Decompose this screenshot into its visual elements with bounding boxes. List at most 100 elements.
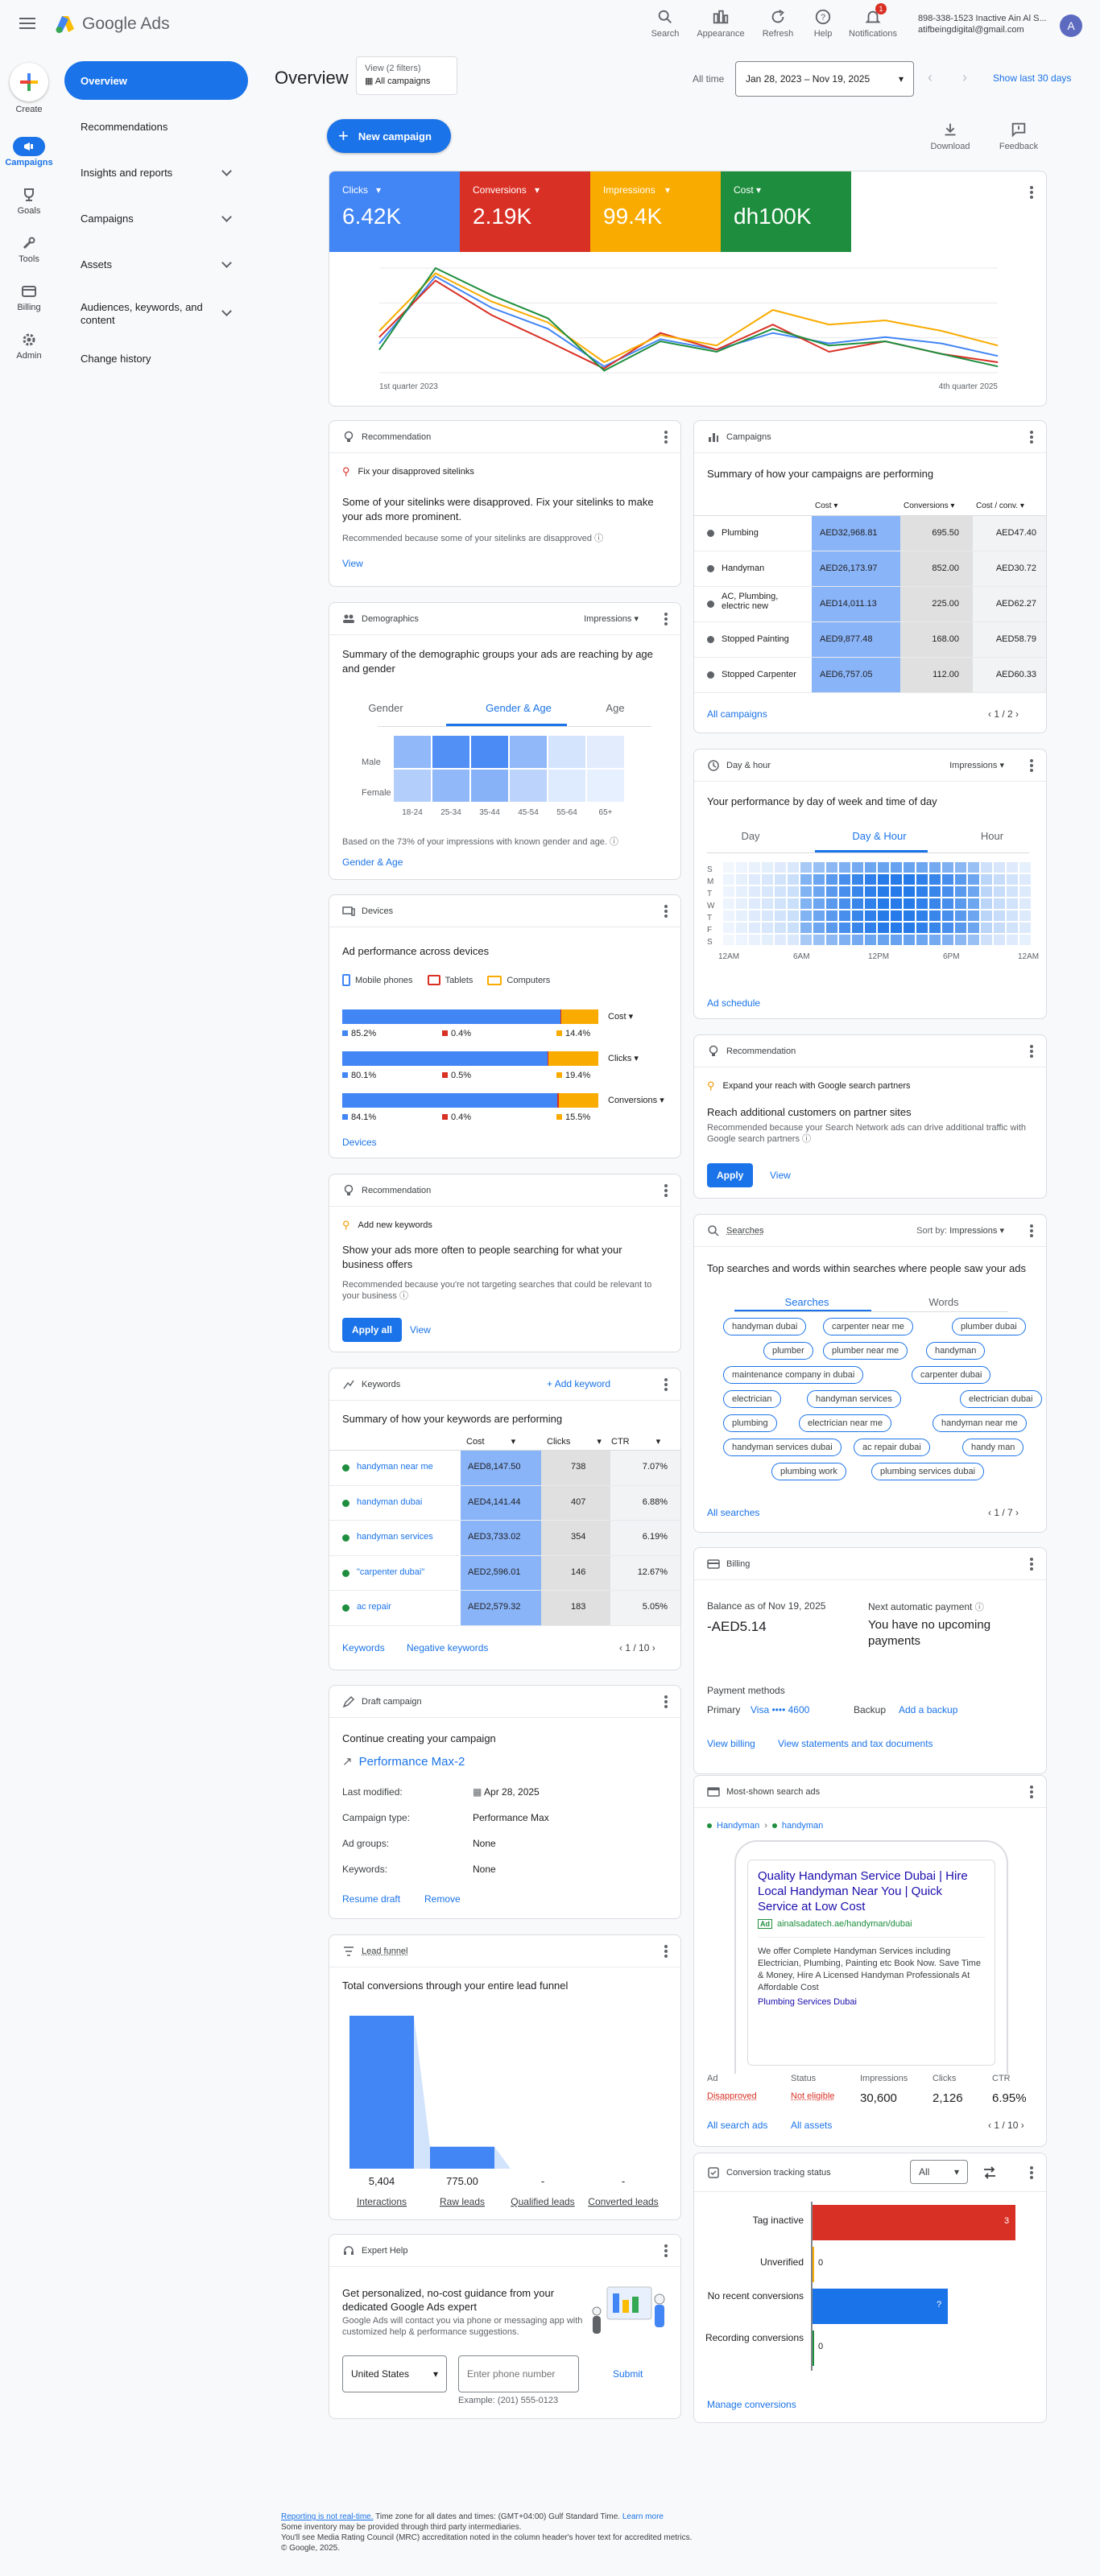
heatmap-cell[interactable] <box>878 886 889 897</box>
more-vert-icon[interactable] <box>1030 186 1033 199</box>
column-header[interactable]: Cost / conv. ▾ <box>976 502 1024 510</box>
heatmap-cell[interactable] <box>891 862 902 873</box>
heatmap-cell[interactable] <box>891 910 902 921</box>
nav-campaigns[interactable]: Campaigns <box>64 199 248 237</box>
conversion-filter-select[interactable]: All ▾ <box>910 2160 968 2184</box>
table-row[interactable]: Stopped Painting AED9,877.48 168.00 AED58.7… <box>694 622 1046 658</box>
draft-campaign-link[interactable]: ↗ Performance Max-2 <box>342 1754 465 1769</box>
heatmap-cell[interactable] <box>800 898 812 909</box>
search-chip[interactable]: plumber <box>763 1342 813 1360</box>
heatmap-cell[interactable] <box>904 886 915 897</box>
heatmap-cell[interactable] <box>775 935 786 945</box>
phone-input[interactable] <box>458 2355 579 2392</box>
search-chip[interactable]: plumber near me <box>823 1342 908 1360</box>
next-period-icon[interactable]: › <box>962 69 967 85</box>
heatmap-cell[interactable] <box>904 923 915 933</box>
all-search-ads-link[interactable]: All search ads <box>707 2120 768 2131</box>
date-range-picker[interactable]: Jan 28, 2023 – Nov 19, 2025 ▾ <box>735 61 914 97</box>
more-vert-icon[interactable] <box>664 613 668 625</box>
heatmap-cell[interactable] <box>904 898 915 909</box>
heatmap-cell[interactable] <box>775 874 786 885</box>
heatmap-cell[interactable] <box>865 886 876 897</box>
table-row[interactable]: handyman services AED3,733.02 354 6.19% <box>329 1521 680 1556</box>
reporting-link[interactable]: Reporting is not real-time. <box>281 2512 374 2521</box>
table-row[interactable]: handyman dubai AED4,141.44 407 6.88% <box>329 1486 680 1521</box>
devices-link[interactable]: Devices <box>342 1137 377 1148</box>
heatmap-cell[interactable] <box>775 923 786 933</box>
tab-hour[interactable]: Hour <box>980 830 1004 842</box>
heatmap-cell[interactable] <box>916 923 928 933</box>
table-row[interactable]: Plumbing AED32,968.81 695.50 AED47.40 <box>694 516 1046 551</box>
heatmap-cell[interactable] <box>800 862 812 873</box>
prev-page-icon[interactable]: ‹ <box>988 1507 991 1518</box>
device-bar-clicks[interactable] <box>342 1051 598 1066</box>
metric-tile-clicks[interactable]: Clicks ▾ 6.42K <box>329 171 460 252</box>
search-chip[interactable]: electrician near me <box>799 1414 891 1432</box>
heatmap-cell[interactable] <box>955 874 966 885</box>
heatmap-cell[interactable] <box>981 910 992 921</box>
remove-link[interactable]: Remove <box>424 1893 461 1905</box>
heatmap-cell[interactable] <box>942 886 953 897</box>
heatmap-cell[interactable] <box>775 910 786 921</box>
feedback-button[interactable]: Feedback <box>990 121 1047 151</box>
heatmap-cell[interactable] <box>878 910 889 921</box>
device-bar-conversions[interactable] <box>342 1093 598 1108</box>
heatmap-cell[interactable] <box>916 886 928 897</box>
search-chip[interactable]: electrician <box>723 1390 781 1408</box>
rail-campaigns[interactable]: Campaigns <box>0 137 58 167</box>
campaign-name[interactable]: Stopped Painting <box>722 634 789 644</box>
info-icon[interactable]: ⓘ <box>399 1291 408 1301</box>
all-campaigns-link[interactable]: All campaigns <box>707 708 767 720</box>
search-chip[interactable]: maintenance company in dubai <box>723 1366 864 1384</box>
download-button[interactable]: Download <box>922 121 978 151</box>
heatmap-cell[interactable] <box>723 886 734 897</box>
sort-dropdown[interactable]: Sort by: Impressions ▾ <box>916 1226 1004 1236</box>
column-header[interactable]: Conversions ▾ <box>904 502 954 510</box>
more-vert-icon[interactable] <box>664 2244 668 2257</box>
search-chip[interactable]: handyman <box>926 1342 986 1360</box>
heatmap-cell[interactable] <box>1019 862 1031 873</box>
heatmap-cell[interactable] <box>891 935 902 945</box>
appearance-button[interactable]: Appearance <box>693 8 749 39</box>
heatmap-cell[interactable] <box>800 886 812 897</box>
keyword-link[interactable]: handyman near me <box>357 1462 433 1472</box>
funnel-label[interactable]: Converted leads <box>588 2196 658 2207</box>
submit-button[interactable]: Submit <box>613 2368 643 2380</box>
heatmap-cell[interactable] <box>942 874 953 885</box>
heatmap-cell[interactable] <box>510 770 547 802</box>
heatmap-cell[interactable] <box>394 736 431 768</box>
heatmap-cell[interactable] <box>723 923 734 933</box>
search-chip[interactable]: handyman dubai <box>723 1318 807 1335</box>
heatmap-cell[interactable] <box>471 770 508 802</box>
google-ads-logo[interactable]: Google Ads <box>55 14 170 34</box>
heatmap-cell[interactable] <box>788 886 799 897</box>
ad-schedule-link[interactable]: Ad schedule <box>707 997 761 1009</box>
heatmap-cell[interactable] <box>1007 862 1018 873</box>
device-metric-dropdown[interactable]: Cost ▾ <box>608 1011 633 1022</box>
heatmap-cell[interactable] <box>788 898 799 909</box>
heatmap-cell[interactable] <box>1007 886 1018 897</box>
heatmap-cell[interactable] <box>775 886 786 897</box>
heatmap-cell[interactable] <box>723 935 734 945</box>
prev-page-icon[interactable]: ‹ <box>619 1642 622 1653</box>
add-keyword-button[interactable]: + Add keyword <box>547 1378 611 1389</box>
heatmap-cell[interactable] <box>749 874 760 885</box>
campaign-name[interactable]: Stopped Carpenter <box>722 670 796 679</box>
heatmap-cell[interactable] <box>471 736 508 768</box>
heatmap-cell[interactable] <box>762 935 773 945</box>
heatmap-cell[interactable] <box>878 923 889 933</box>
table-row[interactable]: Handyman AED26,173.97 852.00 AED30.72 <box>694 551 1046 587</box>
more-vert-icon[interactable] <box>1030 1558 1033 1571</box>
more-vert-icon[interactable] <box>664 1184 668 1197</box>
heatmap-cell[interactable] <box>826 935 837 945</box>
heatmap-cell[interactable] <box>749 862 760 873</box>
heatmap-cell[interactable] <box>736 862 747 873</box>
heatmap-cell[interactable] <box>994 874 1005 885</box>
heatmap-cell[interactable] <box>968 923 979 933</box>
heatmap-cell[interactable] <box>968 874 979 885</box>
campaign-name[interactable]: Plumbing <box>722 528 759 538</box>
heatmap-cell[interactable] <box>775 862 786 873</box>
heatmap-cell[interactable] <box>852 935 863 945</box>
tab-day-hour[interactable]: Day & Hour <box>852 830 907 842</box>
negative-keywords-link[interactable]: Negative keywords <box>407 1642 489 1653</box>
